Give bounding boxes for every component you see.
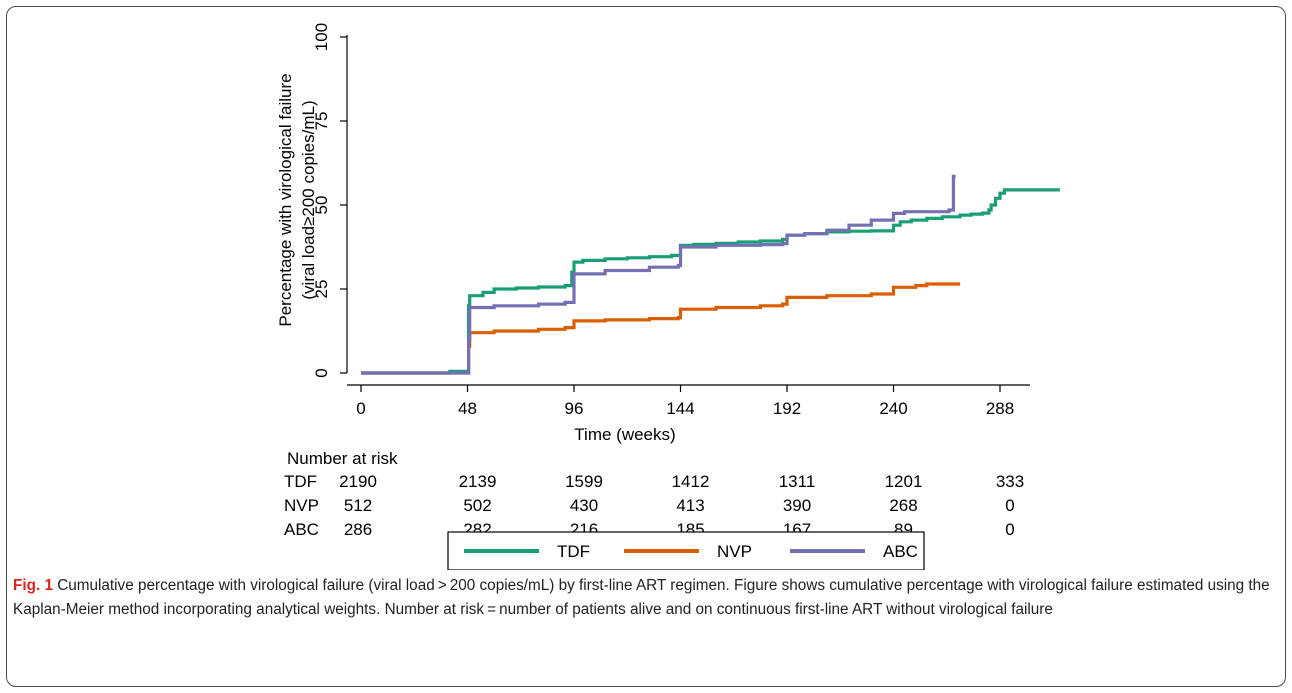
risk-table-cell: 333 <box>996 472 1024 491</box>
x-tick-label: 240 <box>879 399 907 418</box>
risk-table-cell: 0 <box>1005 496 1014 515</box>
y-tick-label: 50 <box>312 196 331 215</box>
legend-label-abc: ABC <box>883 542 918 561</box>
caption-text: Cumulative percentage with virological f… <box>13 577 1270 618</box>
risk-table-cell: 430 <box>570 496 598 515</box>
risk-table-title: Number at risk <box>287 449 398 468</box>
risk-table-cell: 1201 <box>885 472 923 491</box>
series-lines <box>361 174 1060 375</box>
risk-table: TDF 2190 2139 1599 1412 1311 1201 333 NVP 512 502 4… <box>284 472 1024 539</box>
risk-row-label-tdf: TDF <box>284 472 317 491</box>
y-ticks: 0 25 50 75 100 <box>312 23 347 378</box>
risk-table-cell: 413 <box>676 496 704 515</box>
risk-table-cell: 512 <box>344 496 372 515</box>
risk-row-label-nvp: NVP <box>284 496 319 515</box>
risk-table-cell: 1599 <box>565 472 603 491</box>
kaplan-meier-chart: Percentage with virological failure (vir… <box>276 23 1060 570</box>
risk-table-cell: 2139 <box>459 472 497 491</box>
figure-caption: Fig. 1 Cumulative percentage with virolo… <box>13 574 1275 622</box>
y-axis-label-line-1: Percentage with virological failure <box>276 73 295 326</box>
x-tick-label: 48 <box>458 399 477 418</box>
risk-table-cell: 0 <box>1005 520 1014 539</box>
y-axis-label: Percentage with virological failure (vir… <box>276 73 318 326</box>
y-axis-label-line-2: (viral load≥200 copies/mL) <box>299 100 318 299</box>
risk-table-cell: 1311 <box>779 472 816 491</box>
legend: TDF NVP ABC <box>464 542 918 561</box>
x-tick-label: 96 <box>565 399 584 418</box>
x-axis-label: Time (weeks) <box>574 425 675 444</box>
risk-table-cell: 2190 <box>339 472 377 491</box>
legend-label-nvp: NVP <box>717 542 752 561</box>
risk-table-cell: 502 <box>463 496 491 515</box>
caption-label: Fig. 1 <box>13 577 53 594</box>
series-line-abc <box>361 174 956 375</box>
x-tick-label: 192 <box>773 399 801 418</box>
figure-frame <box>6 6 1286 687</box>
y-tick-label: 0 <box>312 368 331 377</box>
x-tick-label: 144 <box>666 399 694 418</box>
y-tick-label: 75 <box>312 112 331 131</box>
risk-table-cell: 390 <box>783 496 811 515</box>
y-tick-label: 100 <box>312 23 331 51</box>
x-ticks: 0 48 96 144 192 240 288 <box>356 385 1014 418</box>
legend-label-tdf: TDF <box>557 542 590 561</box>
x-tick-label: 0 <box>356 399 365 418</box>
risk-row-label-abc: ABC <box>284 520 319 539</box>
risk-table-cell: 286 <box>344 520 372 539</box>
risk-table-cell: 1412 <box>672 472 710 491</box>
x-tick-label: 288 <box>986 399 1014 418</box>
y-tick-label: 25 <box>312 280 331 299</box>
series-line-tdf <box>361 188 1060 375</box>
risk-table-cell: 268 <box>889 496 917 515</box>
series-line-nvp <box>361 282 961 375</box>
